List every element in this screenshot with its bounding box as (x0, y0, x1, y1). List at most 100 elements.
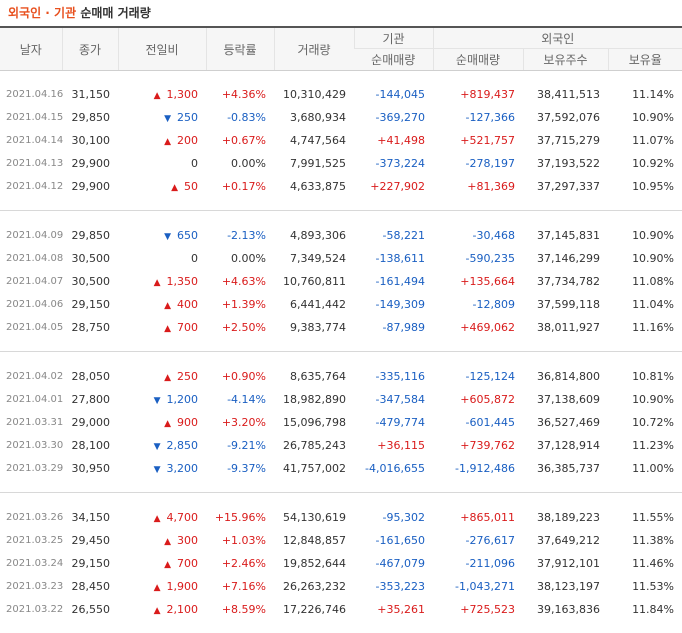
inst-net-cell: -149,309 (354, 293, 433, 316)
close-cell: 26,550 (62, 598, 118, 621)
frgn-net-cell: +81,369 (433, 175, 523, 198)
header-foreigner: 외국인 (433, 28, 682, 49)
arrow-up-icon: ▲ (164, 324, 171, 334)
frgn-hold-cell: 38,411,513 (523, 83, 608, 106)
frgn-net-cell: -30,468 (433, 224, 523, 247)
frgn-hold-cell: 37,193,522 (523, 152, 608, 175)
date-cell: 2021.03.23 (0, 575, 62, 598)
frgn-hold-cell: 39,163,836 (523, 598, 608, 621)
group-spacer (0, 71, 682, 84)
header-frgn-hold: 보유주수 (523, 49, 608, 71)
frgn-hold-cell: 37,592,076 (523, 106, 608, 129)
date-cell: 2021.03.22 (0, 598, 62, 621)
frgn-ratio-cell: 10.92% (608, 152, 682, 175)
volume-cell: 26,263,232 (274, 575, 354, 598)
title-rest: 순매매 거래량 (80, 6, 150, 20)
frgn-ratio-cell: 10.81% (608, 365, 682, 388)
header-inst-net: 순매매량 (354, 49, 433, 71)
inst-net-cell: -95,302 (354, 506, 433, 529)
rate-cell: +8.59% (206, 598, 274, 621)
frgn-hold-cell: 36,527,469 (523, 411, 608, 434)
rate-cell: +4.36% (206, 83, 274, 106)
inst-net-cell: +36,115 (354, 434, 433, 457)
volume-cell: 18,982,890 (274, 388, 354, 411)
close-cell: 28,050 (62, 365, 118, 388)
frgn-ratio-cell: 10.90% (608, 388, 682, 411)
change-cell: ▼3,200 (118, 457, 206, 480)
close-cell: 29,900 (62, 175, 118, 198)
inst-net-cell: -4,016,655 (354, 457, 433, 480)
change-cell: ▲700 (118, 316, 206, 339)
volume-cell: 4,747,564 (274, 129, 354, 152)
frgn-hold-cell: 38,189,223 (523, 506, 608, 529)
group-spacer (0, 494, 682, 506)
frgn-ratio-cell: 10.72% (608, 411, 682, 434)
change-cell: ▲300 (118, 529, 206, 552)
change-cell: ▼2,850 (118, 434, 206, 457)
date-cell: 2021.04.14 (0, 129, 62, 152)
arrow-up-icon: ▲ (154, 514, 161, 524)
date-cell: 2021.03.26 (0, 506, 62, 529)
arrow-down-icon: ▼ (154, 465, 161, 475)
group-spacer (0, 621, 682, 633)
frgn-hold-cell: 37,599,118 (523, 293, 608, 316)
frgn-ratio-cell: 11.84% (608, 598, 682, 621)
close-cell: 30,500 (62, 270, 118, 293)
volume-cell: 10,310,429 (274, 83, 354, 106)
change-cell: ▲ 4,700 (118, 506, 206, 529)
volume-cell: 41,757,002 (274, 457, 354, 480)
rate-cell: -9.21% (206, 434, 274, 457)
volume-cell: 8,635,764 (274, 365, 354, 388)
frgn-hold-cell: 37,734,782 (523, 270, 608, 293)
close-cell: 27,800 (62, 388, 118, 411)
investor-trading-table: 날자 종가 전일비 등락률 거래량 기관 외국인 순매매량 순매매량 보유주수 … (0, 28, 682, 633)
volume-cell: 9,383,774 (274, 316, 354, 339)
change-value: 250 (177, 370, 198, 383)
close-cell: 29,000 (62, 411, 118, 434)
header-close: 종가 (62, 28, 118, 71)
rate-cell: +4.63% (206, 270, 274, 293)
header-date: 날자 (0, 28, 62, 71)
change-value: 650 (177, 229, 198, 242)
rate-cell: +3.20% (206, 411, 274, 434)
volume-cell: 12,848,857 (274, 529, 354, 552)
frgn-net-cell: +521,757 (433, 129, 523, 152)
change-value: 4,700 (167, 511, 199, 524)
close-cell: 30,950 (62, 457, 118, 480)
arrow-up-icon: ▲ (164, 560, 171, 570)
arrow-down-icon: ▼ (164, 114, 171, 124)
frgn-net-cell: +135,664 (433, 270, 523, 293)
date-cell: 2021.04.15 (0, 106, 62, 129)
inst-net-cell: -144,045 (354, 83, 433, 106)
frgn-hold-cell: 36,814,800 (523, 365, 608, 388)
frgn-net-cell: -12,809 (433, 293, 523, 316)
inst-net-cell: -467,079 (354, 552, 433, 575)
change-cell: ▲1,350 (118, 270, 206, 293)
title-accent: 외국인 · 기관 (8, 6, 76, 20)
frgn-net-cell: -601,445 (433, 411, 523, 434)
rate-cell: +0.90% (206, 365, 274, 388)
change-cell: ▲200 (118, 129, 206, 152)
inst-net-cell: -161,494 (354, 270, 433, 293)
inst-net-cell: -335,116 (354, 365, 433, 388)
change-cell: ▲700 (118, 552, 206, 575)
rate-cell: -4.14% (206, 388, 274, 411)
rate-cell: +1.03% (206, 529, 274, 552)
header-institution: 기관 (354, 28, 433, 49)
date-cell: 2021.04.09 (0, 224, 62, 247)
inst-net-cell: -87,989 (354, 316, 433, 339)
date-cell: 2021.04.12 (0, 175, 62, 198)
inst-net-cell: +41,498 (354, 129, 433, 152)
frgn-hold-cell: 38,011,927 (523, 316, 608, 339)
rate-cell: +7.16% (206, 575, 274, 598)
rate-cell: +0.67% (206, 129, 274, 152)
